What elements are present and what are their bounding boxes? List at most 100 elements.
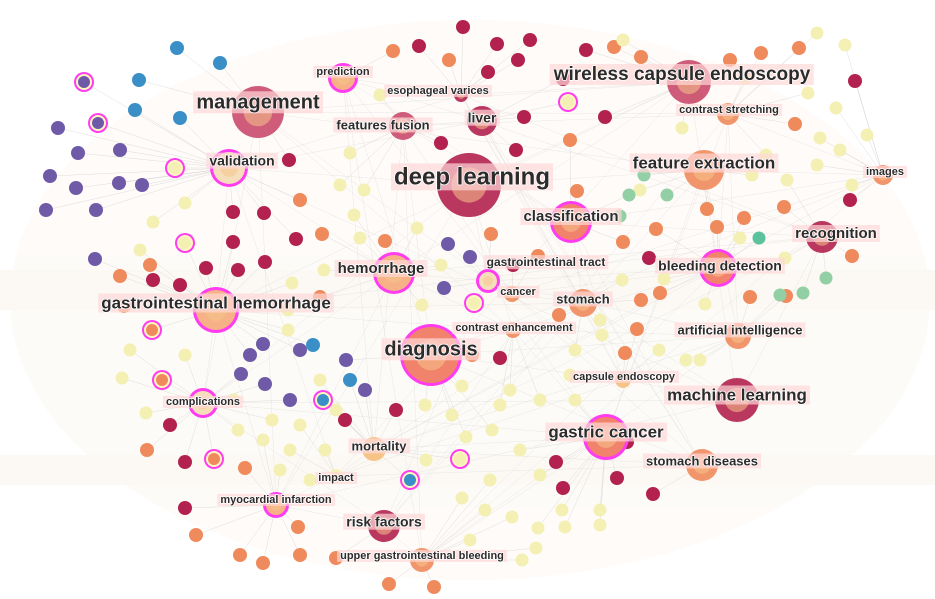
edge: [481, 120, 823, 238]
edge: [289, 449, 337, 477]
node: [563, 133, 577, 147]
label-background: [334, 259, 428, 277]
node: [441, 237, 455, 251]
node: [303, 473, 317, 487]
node-label-group: images: [863, 165, 907, 179]
node-label: gastrointestinal tract: [487, 255, 606, 269]
node: [598, 110, 612, 124]
node: [128, 103, 142, 117]
node: [144, 322, 160, 338]
node-label: gastrointestinal hemorrhage: [101, 293, 331, 312]
edge: [727, 113, 739, 337]
node: [843, 193, 857, 207]
node-label: risk factors: [346, 514, 422, 530]
node: [593, 518, 607, 532]
node: [113, 143, 127, 157]
node: [283, 393, 297, 407]
node: [132, 73, 146, 87]
node: [517, 110, 531, 124]
edge: [275, 399, 738, 506]
node-label: machine learning: [667, 385, 807, 404]
node: [552, 308, 566, 322]
edge: [215, 309, 277, 506]
node: [660, 188, 674, 202]
node: [226, 205, 240, 219]
node: [737, 211, 751, 225]
edge: [195, 504, 277, 536]
node-label-group: gastric cancer: [545, 422, 668, 442]
node: [213, 56, 227, 70]
edge: [736, 236, 823, 401]
edge: [402, 113, 729, 127]
edge: [512, 329, 541, 401]
node: [51, 121, 65, 135]
label-background: [98, 293, 334, 313]
node: [282, 153, 296, 167]
node: [434, 258, 448, 272]
node-label: upper gastrointestinal bleeding: [340, 550, 504, 562]
node: [283, 443, 297, 457]
node-label: hemorrhage: [338, 260, 425, 277]
node: [630, 322, 644, 336]
node: [615, 273, 629, 287]
node: [89, 203, 103, 217]
node: [281, 323, 295, 337]
edge: [349, 379, 375, 450]
node: [382, 577, 396, 591]
node: [642, 251, 656, 265]
node: [616, 33, 630, 47]
label-background: [381, 338, 481, 361]
edge: [57, 127, 230, 169]
node-label-group: upper gastrointestinal bleeding: [337, 549, 507, 563]
node: [593, 313, 607, 327]
edge: [202, 402, 385, 527]
node-label: artificial intelligence: [678, 322, 803, 337]
node: [533, 393, 547, 407]
node: [402, 472, 418, 488]
node: [146, 273, 160, 287]
node: [347, 208, 361, 222]
node: [234, 367, 248, 381]
node: [113, 269, 127, 283]
node: [233, 548, 247, 562]
node: [754, 46, 768, 60]
node-label-group: myocardial infarction: [217, 493, 335, 507]
node-label-group: complications: [163, 395, 243, 409]
edge: [228, 167, 337, 477]
label-background: [549, 64, 814, 86]
label-background: [217, 493, 335, 506]
edge: [215, 167, 230, 311]
node: [653, 286, 667, 300]
node: [410, 221, 424, 235]
node: [313, 373, 327, 387]
node-label: stomach diseases: [646, 453, 758, 468]
node: [698, 297, 712, 311]
node: [389, 403, 403, 417]
node: [549, 455, 563, 469]
edge: [228, 167, 395, 274]
label-background: [348, 438, 411, 454]
node-label: capsule endoscopy: [573, 371, 676, 383]
edge: [421, 267, 719, 561]
node-label: liver: [468, 110, 497, 126]
node-label: images: [866, 166, 904, 178]
node: [256, 433, 270, 447]
node: [558, 520, 572, 534]
node: [257, 206, 271, 220]
label-background: [452, 321, 577, 334]
node: [163, 418, 177, 432]
node: [357, 183, 371, 197]
label-background: [664, 385, 810, 405]
node-label-group: management: [193, 91, 324, 114]
node: [752, 231, 766, 245]
edge: [373, 335, 739, 450]
node-label-group: validation: [206, 152, 278, 169]
node: [318, 443, 332, 457]
node: [490, 37, 504, 51]
node: [700, 202, 714, 216]
node: [231, 263, 245, 277]
node-label: feature extraction: [633, 153, 776, 172]
node-label-group: stomach: [553, 291, 613, 307]
edge: [844, 44, 884, 176]
node: [123, 343, 137, 357]
